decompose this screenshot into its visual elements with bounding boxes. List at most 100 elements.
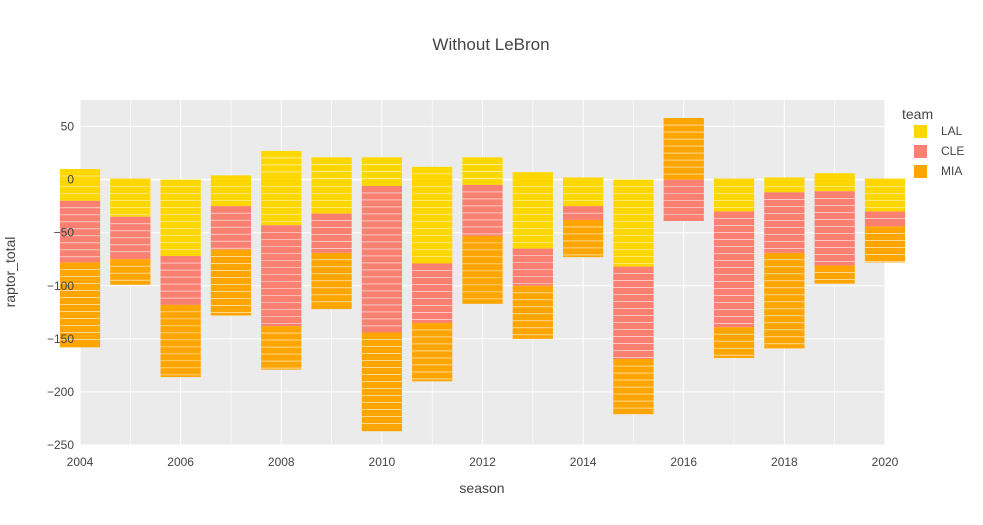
bar-segment[interactable] bbox=[160, 256, 201, 305]
bar-mia[interactable] bbox=[261, 326, 302, 370]
bar-segment[interactable] bbox=[512, 172, 553, 180]
bar-mia[interactable] bbox=[412, 322, 453, 382]
bar-segment[interactable] bbox=[512, 285, 553, 339]
bar-lal[interactable] bbox=[563, 177, 604, 180]
bar-segment[interactable] bbox=[764, 192, 805, 253]
bar-lal[interactable] bbox=[764, 177, 805, 180]
bar-lal[interactable] bbox=[110, 179, 151, 217]
bar-cle[interactable] bbox=[59, 200, 101, 263]
bar-segment[interactable] bbox=[210, 179, 252, 207]
bar-mia[interactable] bbox=[210, 249, 252, 316]
bar-segment[interactable] bbox=[361, 185, 402, 333]
bar-cle[interactable] bbox=[160, 256, 201, 305]
bar-segment[interactable] bbox=[311, 213, 352, 253]
bar-cle[interactable] bbox=[613, 266, 654, 360]
bar-cle[interactable] bbox=[814, 191, 855, 266]
bar-cle[interactable] bbox=[110, 216, 151, 260]
bar-lal[interactable] bbox=[361, 157, 402, 180]
bar-mia[interactable] bbox=[110, 259, 151, 285]
bar-segment[interactable] bbox=[412, 322, 453, 382]
bar-mia[interactable] bbox=[764, 252, 805, 349]
bar-segment[interactable] bbox=[563, 179, 604, 207]
bar-segment[interactable] bbox=[261, 326, 302, 370]
bar-segment[interactable] bbox=[864, 226, 906, 263]
bar-segment[interactable] bbox=[512, 248, 553, 286]
bar-mia[interactable] bbox=[462, 235, 503, 304]
bar-lal[interactable] bbox=[713, 178, 755, 180]
bar-lal[interactable] bbox=[864, 179, 906, 212]
bar-segment[interactable] bbox=[864, 211, 906, 227]
bar-lal[interactable] bbox=[210, 175, 252, 180]
bar-segment[interactable] bbox=[814, 179, 855, 192]
bar-segment[interactable] bbox=[613, 359, 654, 415]
bar-segment[interactable] bbox=[210, 249, 252, 316]
bar-segment[interactable] bbox=[59, 200, 101, 263]
bar-cle[interactable] bbox=[361, 185, 402, 333]
bar-lal[interactable] bbox=[160, 179, 201, 257]
bars-layer[interactable] bbox=[59, 118, 906, 432]
bar-mia[interactable] bbox=[160, 304, 201, 378]
bar-segment[interactable] bbox=[59, 169, 101, 180]
bar-lal[interactable] bbox=[412, 179, 453, 264]
bar-lal[interactable] bbox=[311, 179, 352, 214]
bar-segment[interactable] bbox=[311, 157, 352, 180]
bar-mia[interactable] bbox=[512, 285, 553, 339]
bar-segment[interactable] bbox=[110, 178, 151, 180]
bar-segment[interactable] bbox=[864, 179, 906, 212]
bar-lal[interactable] bbox=[512, 172, 553, 180]
bar-segment[interactable] bbox=[563, 219, 604, 258]
bar-lal[interactable] bbox=[613, 179, 654, 267]
bar-segment[interactable] bbox=[563, 177, 604, 180]
bar-cle[interactable] bbox=[210, 206, 252, 250]
bar-segment[interactable] bbox=[412, 263, 453, 323]
bar-segment[interactable] bbox=[764, 179, 805, 193]
bar-lal[interactable] bbox=[563, 179, 604, 207]
bar-segment[interactable] bbox=[613, 179, 654, 267]
bar-mia[interactable] bbox=[613, 359, 654, 415]
bar-mia[interactable] bbox=[864, 226, 906, 263]
bar-segment[interactable] bbox=[210, 206, 252, 250]
bar-cle[interactable] bbox=[412, 263, 453, 323]
bar-segment[interactable] bbox=[764, 252, 805, 349]
bar-lal[interactable] bbox=[59, 169, 101, 180]
bar-lal[interactable] bbox=[59, 179, 101, 201]
bar-cle[interactable] bbox=[663, 179, 704, 222]
bar-segment[interactable] bbox=[864, 178, 906, 180]
bar-lal[interactable] bbox=[110, 178, 151, 180]
bar-segment[interactable] bbox=[814, 173, 855, 180]
bar-segment[interactable] bbox=[110, 259, 151, 285]
bar-segment[interactable] bbox=[462, 184, 503, 236]
bar-lal[interactable] bbox=[210, 179, 252, 207]
legend-item-cle[interactable]: CLE bbox=[914, 144, 964, 158]
bar-mia[interactable] bbox=[814, 265, 855, 284]
bar-segment[interactable] bbox=[261, 150, 302, 180]
bar-segment[interactable] bbox=[512, 179, 553, 249]
bar-segment[interactable] bbox=[663, 118, 704, 180]
bar-segment[interactable] bbox=[814, 265, 855, 284]
bar-segment[interactable] bbox=[361, 179, 402, 186]
bar-cle[interactable] bbox=[864, 211, 906, 227]
bar-segment[interactable] bbox=[361, 157, 402, 180]
bar-lal[interactable] bbox=[814, 173, 855, 180]
bar-segment[interactable] bbox=[764, 177, 805, 180]
bar-segment[interactable] bbox=[462, 157, 503, 180]
bar-segment[interactable] bbox=[713, 327, 755, 358]
bar-lal[interactable] bbox=[462, 179, 503, 185]
bar-cle[interactable] bbox=[261, 225, 302, 327]
bar-segment[interactable] bbox=[713, 211, 755, 328]
bar-lal[interactable] bbox=[864, 178, 906, 180]
bar-segment[interactable] bbox=[713, 179, 755, 212]
bar-lal[interactable] bbox=[261, 179, 302, 226]
bar-mia[interactable] bbox=[59, 262, 101, 348]
bar-segment[interactable] bbox=[210, 175, 252, 180]
bar-segment[interactable] bbox=[160, 179, 201, 257]
bar-lal[interactable] bbox=[412, 166, 453, 180]
bar-segment[interactable] bbox=[462, 179, 503, 185]
bar-cle[interactable] bbox=[764, 192, 805, 253]
bar-lal[interactable] bbox=[311, 157, 352, 180]
legend-item-lal[interactable]: LAL bbox=[914, 124, 963, 138]
bar-segment[interactable] bbox=[311, 179, 352, 214]
bar-mia[interactable] bbox=[713, 327, 755, 358]
bar-segment[interactable] bbox=[261, 225, 302, 327]
legend-item-mia[interactable]: MIA bbox=[914, 164, 962, 178]
